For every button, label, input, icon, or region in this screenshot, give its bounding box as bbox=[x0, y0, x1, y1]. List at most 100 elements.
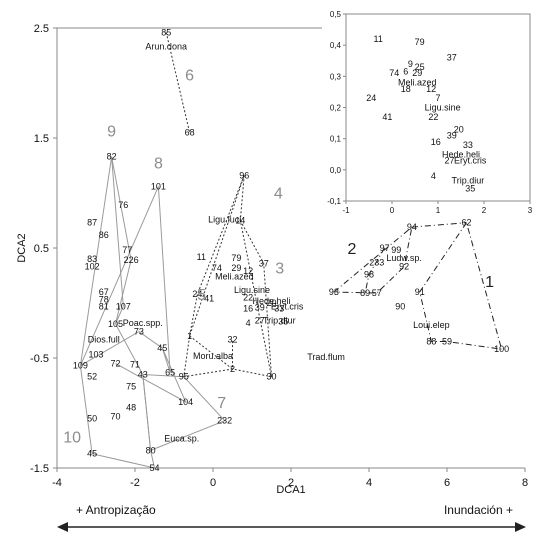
inset-axis-ticks: -1 0 1 2 30,50,40,30,20,10,0-0,1 bbox=[327, 10, 533, 215]
sample-point-label: 1 bbox=[187, 331, 192, 341]
inset-y-tick-label: 0,3 bbox=[330, 72, 342, 81]
sample-point-label: 12 bbox=[243, 266, 253, 276]
hull-group-6 bbox=[165, 32, 191, 133]
hull-group-9-inner bbox=[111, 156, 132, 325]
y-tick-label: 1.5 bbox=[34, 133, 49, 145]
sample-point-label: 4 bbox=[246, 318, 251, 328]
inset-species-label: Ligu.sine bbox=[425, 103, 461, 113]
group-label: 8 bbox=[154, 155, 163, 172]
inset-sample-point-label: 37 bbox=[447, 53, 457, 63]
x-tick-label: 6 bbox=[444, 477, 450, 489]
sample-point-label: 74 bbox=[212, 263, 222, 273]
species-label: Dios.full bbox=[88, 334, 120, 344]
sample-point-label: 32 bbox=[227, 334, 237, 344]
inset-sample-point-label: 25 bbox=[415, 62, 425, 72]
group-label: 4 bbox=[274, 186, 283, 203]
x-axis-label: DCA1 bbox=[276, 484, 305, 496]
species-label: Meli.azed bbox=[215, 272, 254, 282]
inset-y-tick-label: 0,2 bbox=[330, 104, 342, 113]
group-label: 10 bbox=[63, 430, 81, 447]
inset-sample-point-label: 20 bbox=[454, 124, 464, 134]
inset-sample-point-label: 27 bbox=[444, 155, 454, 165]
inset-sample-point-label: 22 bbox=[428, 112, 438, 122]
x-tick-label: 8 bbox=[522, 477, 528, 489]
inset-y-tick-label: -0,1 bbox=[327, 197, 341, 206]
sample-point-label: 67 bbox=[99, 287, 109, 297]
sample-point-label: 99 bbox=[391, 245, 401, 255]
inset-sample-point-label: 35 bbox=[465, 184, 475, 194]
inset-sample-point-label: 4 bbox=[431, 171, 436, 181]
x-tick-label: 2 bbox=[288, 477, 294, 489]
x-tick-label: 4 bbox=[366, 477, 372, 489]
main-species-labels: Arun.dona Ligu.luci Meli.azed Ligu.sineHede… bbox=[88, 42, 450, 444]
y-tick-label: -0.5 bbox=[30, 353, 49, 365]
sample-point-label: 43 bbox=[138, 370, 148, 380]
group-hulls bbox=[79, 32, 503, 469]
sample-point-label: 57 bbox=[372, 288, 382, 298]
sample-point-label: 14 bbox=[235, 216, 245, 226]
hull-group-4-inner bbox=[189, 175, 245, 337]
sample-point-label: 20 bbox=[266, 298, 276, 308]
y-tick-label: 2.5 bbox=[34, 23, 49, 35]
inset-sample-point-label: 6 bbox=[403, 67, 408, 77]
species-label: Poac.spp. bbox=[123, 318, 163, 328]
inset-sample-point-label: 9 bbox=[408, 59, 413, 69]
sample-point-label: 52 bbox=[87, 372, 97, 382]
sample-point-label: 81 bbox=[99, 301, 109, 311]
group-label: 6 bbox=[185, 68, 194, 85]
sample-point-label: 50 bbox=[87, 414, 97, 424]
group-label: 1 bbox=[485, 274, 494, 291]
sample-point-label: 45 bbox=[157, 343, 167, 353]
sample-point-label: 11 bbox=[197, 252, 206, 262]
inset-x-tick-label: 0 bbox=[390, 206, 395, 215]
group-label: 2 bbox=[347, 241, 356, 258]
inset-x-tick-label: -1 bbox=[342, 206, 350, 215]
sample-point-label: 29 bbox=[231, 263, 241, 273]
inset-x-tick-label: 1 bbox=[436, 206, 441, 215]
inset-sample-point-label: 24 bbox=[366, 93, 376, 103]
inset-sample-point-label: 16 bbox=[431, 137, 441, 147]
species-label: Loui.elep bbox=[413, 320, 450, 330]
sample-point-label: 226 bbox=[124, 255, 139, 265]
hull-group-2-inner bbox=[364, 247, 386, 294]
sample-point-label: 92 bbox=[399, 262, 409, 272]
inset-y-tick-label: 0,4 bbox=[330, 41, 342, 50]
sample-point-label: 2 bbox=[230, 364, 235, 374]
sample-point-label: 79 bbox=[231, 253, 241, 263]
sample-point-label: 77 bbox=[122, 245, 132, 255]
sample-point-label: 97 bbox=[380, 243, 390, 253]
group-label: 7 bbox=[217, 395, 226, 412]
inset-sample-point-label: 29 bbox=[412, 68, 422, 78]
sample-point-label: 88 bbox=[426, 337, 436, 347]
inset-sample-point-label: 74 bbox=[389, 68, 399, 78]
gradient-arrow bbox=[57, 522, 526, 532]
inset-frame bbox=[345, 13, 531, 202]
sample-point-label: 100 bbox=[494, 344, 509, 354]
inset-x-tick-label: 2 bbox=[482, 206, 487, 215]
inset-species-label: Trip.diur bbox=[452, 176, 485, 186]
sample-point-label: 85 bbox=[161, 27, 171, 37]
sample-point-label: 24 bbox=[192, 289, 202, 299]
sample-point-label: 78 bbox=[99, 295, 109, 305]
sample-point-label: 16 bbox=[243, 304, 253, 314]
inset-y-tick-label: 0,5 bbox=[330, 10, 342, 19]
hull-group-5 bbox=[189, 335, 233, 371]
sample-point-label: 30 bbox=[266, 372, 276, 382]
y-axis-label: DCA2 bbox=[16, 233, 28, 262]
sample-point-label: 101 bbox=[151, 181, 166, 191]
species-label: Hede.heli bbox=[252, 296, 290, 306]
y-tick-label: -1.5 bbox=[30, 463, 49, 475]
y-tick-label: 0.5 bbox=[34, 243, 49, 255]
sample-point-label: 22 bbox=[243, 293, 253, 303]
sample-point-label: 62 bbox=[461, 218, 471, 228]
x-tick-label: 0 bbox=[210, 477, 216, 489]
sample-point-label: 103 bbox=[88, 350, 103, 360]
group-label: 5 bbox=[197, 287, 206, 304]
sample-point-label: 80 bbox=[146, 445, 156, 455]
inset-sample-point-label: 12 bbox=[426, 84, 436, 94]
